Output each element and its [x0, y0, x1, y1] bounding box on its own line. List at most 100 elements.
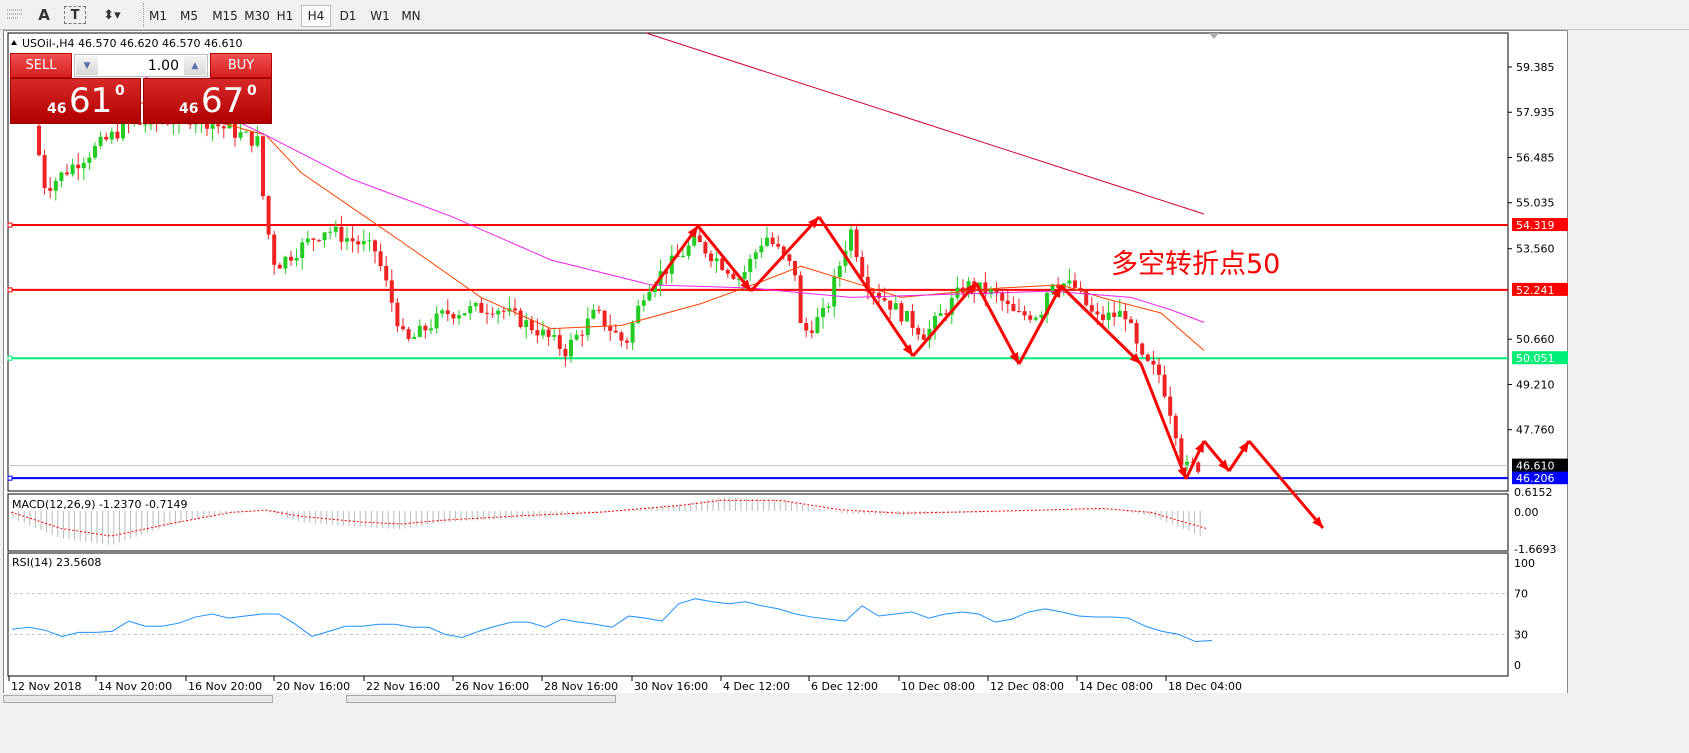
candle-body [266, 196, 271, 235]
candle-body [328, 231, 333, 233]
candle-body [815, 317, 820, 333]
candle-body [429, 328, 433, 331]
time-tick-label: 30 Nov 16:00 [634, 680, 708, 693]
candle-body [451, 314, 456, 319]
timeframe-m30[interactable]: M30 [244, 9, 270, 23]
candle-body [76, 164, 81, 169]
arrow-head-icon [1177, 467, 1187, 479]
candle-body [686, 245, 691, 256]
candle-body [513, 308, 517, 311]
candle-body [305, 238, 310, 243]
candle-body [871, 291, 876, 293]
candle-body [479, 302, 484, 313]
candle-body [283, 256, 288, 269]
timeframe-w1[interactable]: W1 [370, 9, 390, 23]
arrow-head-icon [1195, 441, 1204, 453]
arrow-head-icon [965, 283, 976, 295]
chart-tab[interactable] [346, 695, 616, 703]
candle-body [557, 335, 562, 349]
sell-price-digits: 61 [69, 81, 113, 121]
chart-window[interactable]: USOil-,H4 46.570 46.620 46.570 46.610 59.… [3, 30, 1568, 700]
candle-body [653, 285, 657, 293]
chart-tabs-bar [0, 693, 1689, 753]
candle-body [53, 180, 58, 191]
text-icon[interactable]: A [38, 6, 50, 24]
candle-body [882, 297, 887, 301]
candle-body [759, 245, 764, 253]
timeframe-m15[interactable]: M15 [212, 9, 238, 23]
candle-body [854, 229, 859, 258]
timeframe-m5[interactable]: M5 [180, 9, 198, 23]
candle-body [804, 323, 809, 331]
candle-body [93, 145, 97, 158]
timeframe-h1[interactable]: H1 [276, 9, 294, 23]
toolbar: A T ⬍▾ M1 M5 M15 M30 H1 H4 D1 W1 MN [0, 0, 1689, 30]
candle-body [849, 229, 853, 251]
candle-body [1095, 311, 1100, 315]
candle-body [865, 276, 870, 292]
current-price-label: 46.610 [1516, 460, 1555, 473]
chart-canvas[interactable]: USOil-,H4 46.570 46.620 46.570 46.610 59.… [4, 31, 1569, 701]
time-tick-label: 16 Nov 20:00 [188, 680, 262, 693]
candle-body [916, 327, 921, 335]
timeframe-mn[interactable]: MN [401, 9, 421, 23]
rsi-tick-label: 30 [1514, 628, 1528, 641]
arrow-head-icon [1009, 352, 1019, 364]
candle-body [272, 234, 277, 265]
arrow-head-icon [1129, 352, 1141, 364]
candle-body [70, 164, 75, 175]
candle-body [580, 334, 585, 336]
sell-price-fraction: 0 [115, 83, 125, 99]
candle-body [983, 282, 988, 295]
buy-button[interactable]: BUY [210, 53, 272, 78]
candle-body [373, 240, 377, 252]
candle-body [574, 334, 579, 340]
sell-price-box[interactable]: 46 61 0 [10, 78, 141, 124]
sell-button[interactable]: SELL [10, 53, 72, 78]
buy-price-box[interactable]: 46 67 0 [143, 78, 272, 124]
candle-body [121, 121, 125, 139]
candle-body [692, 235, 697, 246]
candle-body [636, 305, 641, 323]
chart-tab[interactable] [3, 695, 273, 703]
candle-body [877, 292, 881, 298]
candle-body [294, 258, 299, 261]
candle-body [109, 131, 114, 140]
candle-body [613, 330, 618, 333]
candle-body [821, 307, 825, 318]
trend-arrow-line [817, 216, 915, 357]
moving-average-fast [30, 90, 1205, 351]
text-label-icon[interactable]: T [64, 6, 86, 24]
candle-body [261, 136, 265, 197]
trend-arrow-line [1247, 440, 1325, 529]
price-tick-label: 53.560 [1516, 243, 1555, 256]
macd-frame [7, 493, 1509, 552]
timeframe-m1[interactable]: M1 [149, 9, 167, 23]
candle-body [233, 123, 237, 138]
candle-body [1005, 300, 1010, 304]
candle-body [703, 242, 708, 254]
trend-arrow-line [1059, 284, 1143, 366]
candle-body [501, 310, 506, 312]
candle-body [322, 232, 327, 241]
arrow-head-icon [1238, 441, 1249, 453]
candle-body [485, 312, 489, 314]
arrows-icon[interactable]: ⬍▾ [103, 7, 121, 23]
candle-body [1011, 303, 1016, 312]
candle-body [1073, 280, 1077, 288]
candle-body [473, 302, 478, 307]
lot-size-input[interactable]: ▼ 1.00 ▲ [74, 54, 208, 77]
candle-body [602, 310, 607, 327]
arrow-head-icon [1312, 516, 1323, 528]
lot-increase-button[interactable]: ▲ [184, 56, 206, 75]
candle-body [1196, 462, 1201, 472]
timeframe-h4[interactable]: H4 [301, 5, 331, 27]
grid-lines-icon[interactable] [4, 4, 26, 26]
candle-body [490, 313, 495, 315]
timeframe-d1[interactable]: D1 [339, 9, 357, 23]
lot-decrease-button[interactable]: ▼ [76, 56, 98, 75]
candle-body [339, 226, 344, 242]
time-tick-label: 14 Nov 20:00 [98, 680, 172, 693]
candle-body [440, 310, 445, 314]
level-handle [7, 287, 13, 293]
